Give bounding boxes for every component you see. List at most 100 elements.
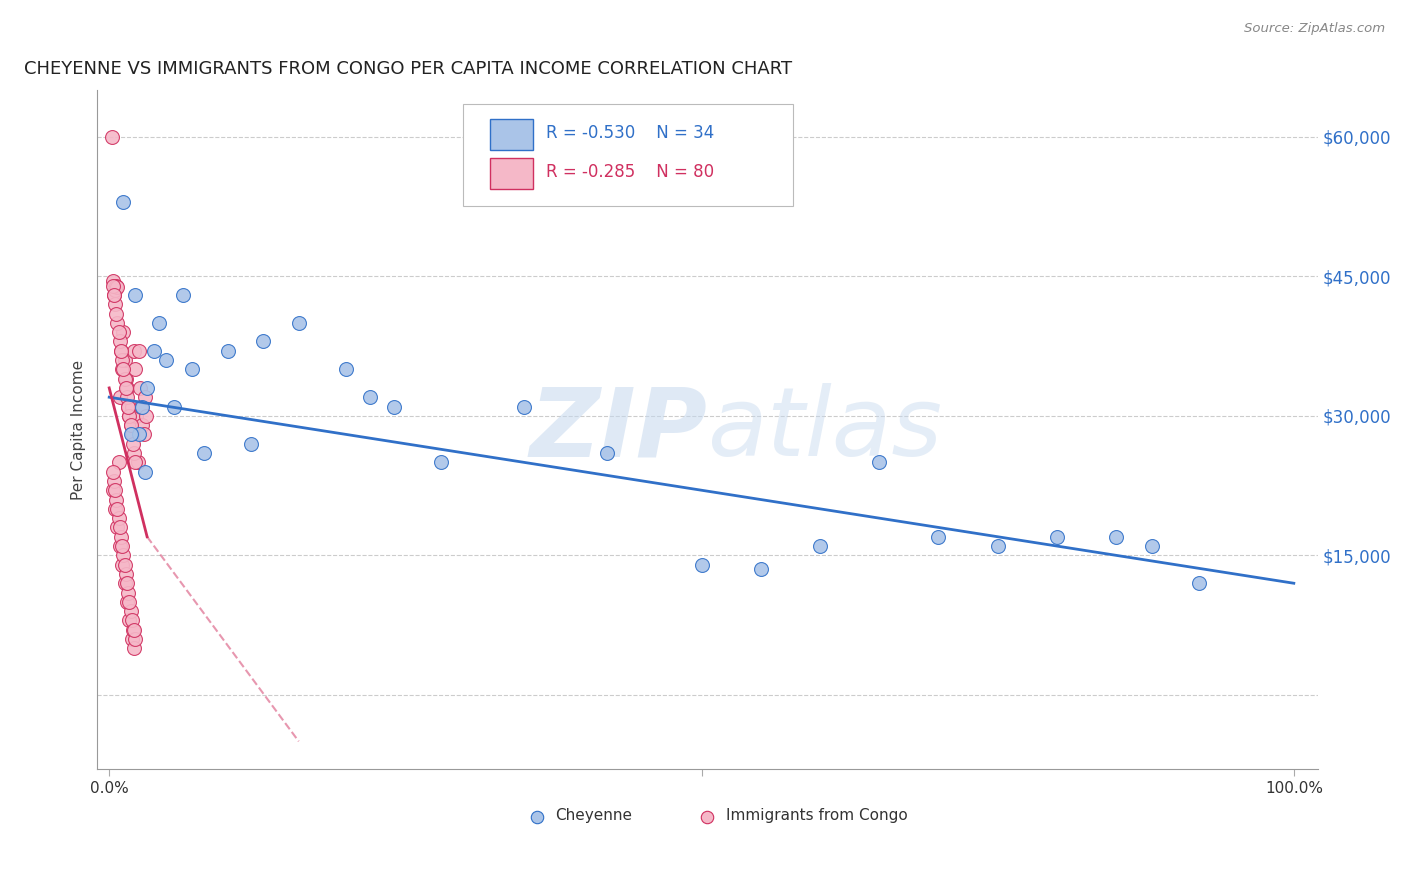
Point bbox=[114, 371, 136, 385]
Point bbox=[122, 623, 145, 637]
Point bbox=[163, 400, 186, 414]
Point bbox=[112, 362, 135, 376]
Point bbox=[112, 549, 135, 563]
Point bbox=[111, 558, 134, 572]
Text: Source: ZipAtlas.com: Source: ZipAtlas.com bbox=[1244, 22, 1385, 36]
Point bbox=[749, 562, 772, 576]
Point bbox=[808, 539, 831, 553]
Point bbox=[108, 539, 131, 553]
Point bbox=[134, 465, 156, 479]
Point bbox=[110, 530, 132, 544]
Point bbox=[148, 316, 170, 330]
Point bbox=[136, 381, 159, 395]
Point bbox=[124, 362, 146, 376]
Point bbox=[107, 316, 129, 330]
Point bbox=[217, 343, 239, 358]
Point bbox=[122, 641, 145, 656]
Point bbox=[430, 455, 453, 469]
Text: R = -0.285    N = 80: R = -0.285 N = 80 bbox=[547, 162, 714, 181]
Point bbox=[105, 306, 128, 320]
Bar bbox=[491, 158, 533, 189]
Point bbox=[118, 614, 141, 628]
Point bbox=[513, 400, 536, 414]
Y-axis label: Per Capita Income: Per Capita Income bbox=[72, 359, 86, 500]
Point bbox=[240, 436, 263, 450]
Point bbox=[1188, 576, 1211, 591]
Point bbox=[112, 325, 135, 339]
Point bbox=[104, 283, 127, 297]
Text: ZIP: ZIP bbox=[530, 384, 707, 476]
Point bbox=[118, 595, 141, 609]
Point bbox=[127, 455, 149, 469]
Point bbox=[596, 446, 619, 460]
Point bbox=[690, 688, 713, 702]
Point bbox=[122, 623, 145, 637]
Point bbox=[690, 558, 713, 572]
Point bbox=[132, 427, 155, 442]
Point bbox=[101, 483, 124, 498]
Point bbox=[128, 343, 150, 358]
Point bbox=[108, 520, 131, 534]
Point bbox=[107, 501, 129, 516]
Point bbox=[118, 409, 141, 423]
Point bbox=[868, 455, 890, 469]
Point bbox=[1105, 530, 1128, 544]
Point bbox=[134, 390, 156, 404]
Point bbox=[103, 288, 125, 302]
Point bbox=[135, 409, 157, 423]
Point bbox=[927, 530, 949, 544]
Point bbox=[114, 566, 136, 581]
Point bbox=[101, 274, 124, 288]
Point bbox=[101, 278, 124, 293]
Point bbox=[111, 353, 134, 368]
Point bbox=[118, 409, 141, 423]
Text: R = -0.530    N = 34: R = -0.530 N = 34 bbox=[547, 124, 714, 142]
Point bbox=[359, 390, 381, 404]
Point bbox=[120, 604, 142, 618]
Point bbox=[117, 585, 139, 599]
Point bbox=[114, 576, 136, 591]
Text: atlas: atlas bbox=[707, 384, 942, 476]
Point bbox=[117, 400, 139, 414]
Point bbox=[117, 400, 139, 414]
Point bbox=[104, 297, 127, 311]
Point bbox=[131, 418, 153, 433]
Point bbox=[114, 371, 136, 385]
Point bbox=[121, 427, 143, 442]
Point bbox=[1140, 539, 1163, 553]
Point bbox=[382, 400, 405, 414]
Point bbox=[114, 353, 136, 368]
Point bbox=[987, 539, 1010, 553]
Point bbox=[114, 558, 136, 572]
Point bbox=[121, 614, 143, 628]
Text: Immigrants from Congo: Immigrants from Congo bbox=[725, 808, 907, 823]
Point bbox=[111, 539, 134, 553]
Point bbox=[155, 353, 177, 368]
Text: CHEYENNE VS IMMIGRANTS FROM CONGO PER CAPITA INCOME CORRELATION CHART: CHEYENNE VS IMMIGRANTS FROM CONGO PER CA… bbox=[24, 60, 792, 78]
Point bbox=[110, 343, 132, 358]
Point bbox=[122, 427, 145, 442]
Point bbox=[107, 520, 129, 534]
Point bbox=[122, 436, 145, 450]
Point bbox=[104, 501, 127, 516]
Point bbox=[115, 390, 138, 404]
Point bbox=[172, 288, 194, 302]
Point bbox=[129, 381, 152, 395]
Point bbox=[115, 576, 138, 591]
Point bbox=[1046, 530, 1069, 544]
Point bbox=[105, 278, 128, 293]
Point bbox=[120, 418, 142, 433]
Bar bbox=[491, 120, 533, 150]
Point bbox=[121, 400, 143, 414]
Point bbox=[103, 288, 125, 302]
Point bbox=[115, 595, 138, 609]
Point bbox=[128, 427, 150, 442]
Point bbox=[101, 465, 124, 479]
Point bbox=[131, 400, 153, 414]
Point bbox=[100, 129, 122, 144]
Point bbox=[105, 492, 128, 507]
Point bbox=[107, 280, 129, 294]
Point bbox=[122, 343, 145, 358]
FancyBboxPatch shape bbox=[464, 103, 793, 206]
Point bbox=[104, 483, 127, 498]
